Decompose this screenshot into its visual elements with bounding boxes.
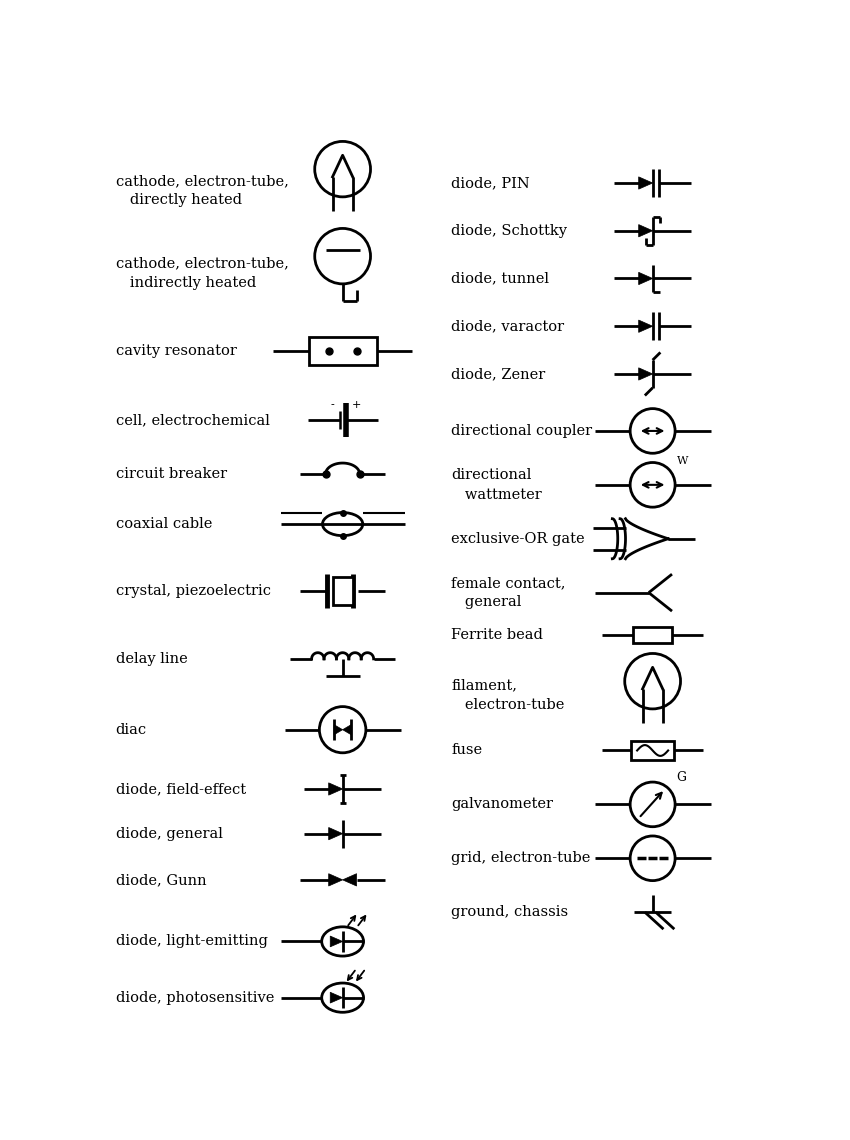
Text: W: W	[677, 456, 688, 466]
Text: delay line: delay line	[116, 652, 187, 666]
Polygon shape	[330, 936, 343, 947]
Text: cell, electrochemical: cell, electrochemical	[116, 413, 269, 428]
Text: Ferrite bead: Ferrite bead	[451, 628, 543, 642]
Polygon shape	[343, 725, 351, 734]
Polygon shape	[329, 783, 343, 796]
Text: diode, field-effect: diode, field-effect	[116, 782, 246, 796]
Polygon shape	[329, 828, 343, 840]
Polygon shape	[334, 725, 343, 734]
Text: cavity resonator: cavity resonator	[116, 344, 236, 358]
Text: G: G	[676, 772, 686, 784]
Text: crystal, piezoelectric: crystal, piezoelectric	[116, 584, 270, 599]
Text: filament,
   electron-tube: filament, electron-tube	[451, 678, 564, 711]
Bar	[309, 337, 377, 365]
Text: circuit breaker: circuit breaker	[116, 467, 227, 481]
Bar	[332, 577, 353, 605]
Text: exclusive-OR gate: exclusive-OR gate	[451, 531, 585, 546]
Text: diode, varactor: diode, varactor	[451, 319, 564, 333]
Text: diac: diac	[116, 723, 147, 736]
Text: -: -	[331, 400, 334, 410]
Text: fuse: fuse	[451, 743, 482, 757]
Polygon shape	[638, 177, 653, 189]
Polygon shape	[638, 368, 653, 380]
Polygon shape	[638, 272, 653, 285]
Text: cathode, electron-tube,
   directly heated: cathode, electron-tube, directly heated	[116, 174, 288, 207]
Polygon shape	[638, 320, 653, 333]
Text: diode, tunnel: diode, tunnel	[451, 271, 549, 285]
Text: grid, electron-tube: grid, electron-tube	[451, 852, 591, 865]
Text: diode, general: diode, general	[116, 826, 223, 840]
Text: cathode, electron-tube,
   indirectly heated: cathode, electron-tube, indirectly heate…	[116, 256, 288, 290]
Bar	[631, 741, 674, 759]
Bar	[633, 627, 672, 643]
Text: coaxial cable: coaxial cable	[116, 518, 212, 531]
Text: galvanometer: galvanometer	[451, 797, 553, 812]
Text: diode, photosensitive: diode, photosensitive	[116, 991, 274, 1004]
Text: diode, Zener: diode, Zener	[451, 367, 546, 381]
Polygon shape	[329, 873, 343, 886]
Text: directional coupler: directional coupler	[451, 424, 592, 438]
Text: ground, chassis: ground, chassis	[451, 905, 569, 919]
Polygon shape	[343, 873, 356, 886]
Text: diode, light-emitting: diode, light-emitting	[116, 935, 268, 948]
Text: diode, PIN: diode, PIN	[451, 176, 530, 190]
Text: female contact,
   general: female contact, general	[451, 576, 565, 610]
Polygon shape	[330, 992, 343, 1003]
Polygon shape	[638, 225, 653, 237]
Text: +: +	[352, 400, 361, 410]
Text: diode, Schottky: diode, Schottky	[451, 223, 567, 238]
Text: diode, Gunn: diode, Gunn	[116, 873, 207, 887]
Text: directional
   wattmeter: directional wattmeter	[451, 469, 542, 502]
